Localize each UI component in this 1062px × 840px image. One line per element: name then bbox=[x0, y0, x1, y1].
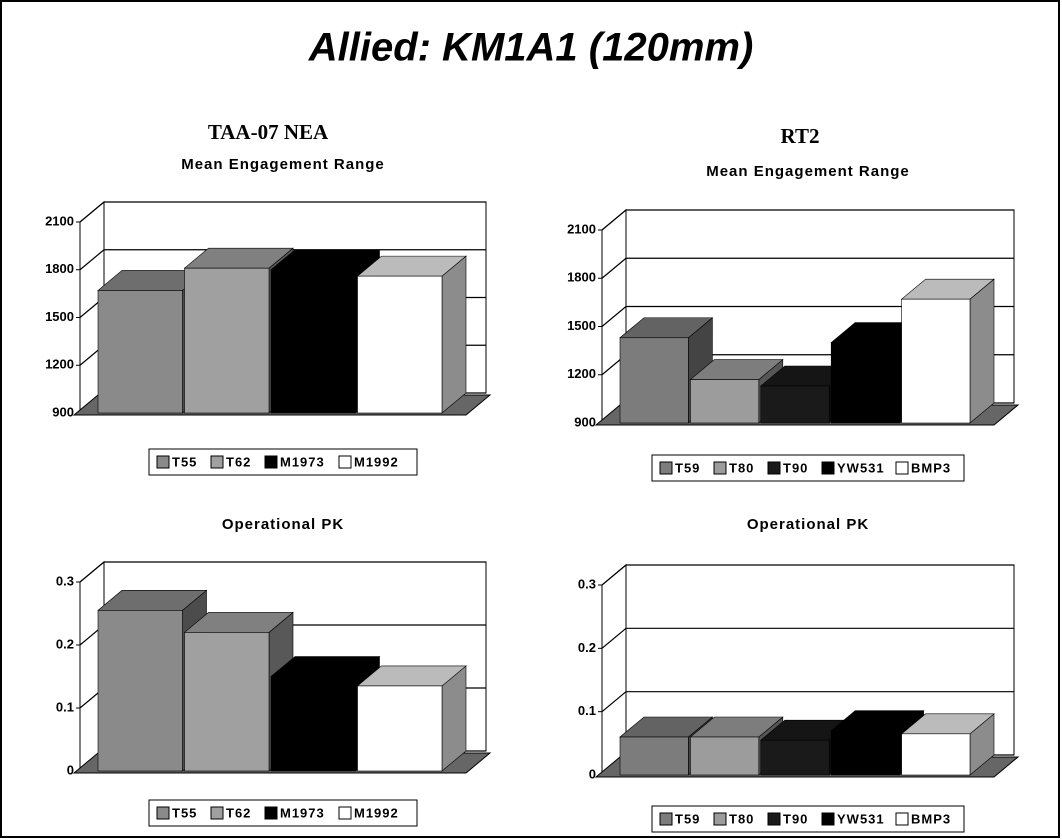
legend-box bbox=[651, 805, 965, 833]
legend-box bbox=[148, 799, 418, 827]
bar-side bbox=[441, 255, 467, 414]
bar bbox=[830, 342, 900, 424]
legend-box bbox=[148, 448, 418, 476]
grid-line bbox=[601, 627, 1014, 649]
legend-swatch bbox=[210, 806, 224, 820]
y-tick-label: 1500 bbox=[45, 309, 74, 324]
y-tick-label: 0.3 bbox=[578, 576, 596, 591]
legend-swatch bbox=[821, 461, 835, 475]
bar bbox=[760, 739, 830, 776]
legend-label: T59 bbox=[675, 460, 700, 475]
legend-label: BMP3 bbox=[911, 811, 951, 826]
bar-side bbox=[969, 278, 995, 424]
legend-swatch bbox=[895, 812, 909, 826]
chart-title: Mean Engagement Range bbox=[706, 163, 910, 180]
bar bbox=[270, 676, 356, 772]
y-tick-label: 1500 bbox=[567, 318, 596, 333]
column-heading: TAA-07 NEA bbox=[208, 120, 329, 144]
grid-line bbox=[601, 209, 1014, 231]
slide-title: Allied: KM1A1 (120mm) bbox=[308, 26, 754, 70]
legend-swatch bbox=[264, 455, 278, 469]
legend-label: T80 bbox=[729, 811, 754, 826]
bar bbox=[97, 610, 183, 772]
legend-swatch bbox=[264, 806, 278, 820]
legend-swatch bbox=[713, 812, 727, 826]
legend-label: T55 bbox=[172, 454, 197, 469]
legend-swatch bbox=[767, 812, 781, 826]
bar bbox=[184, 267, 270, 414]
bar bbox=[619, 736, 689, 776]
legend-label: M1992 bbox=[354, 805, 399, 820]
legend-swatch bbox=[713, 461, 727, 475]
legend-label: M1992 bbox=[354, 454, 399, 469]
bar bbox=[760, 385, 830, 424]
legend-label: T62 bbox=[226, 805, 251, 820]
y-tick-label: 0.2 bbox=[578, 640, 596, 655]
legend-label: T55 bbox=[172, 805, 197, 820]
bar bbox=[690, 379, 760, 424]
legend-label: T90 bbox=[783, 811, 808, 826]
y-tick-label: 1800 bbox=[567, 270, 596, 285]
grid-line bbox=[79, 201, 486, 223]
legend-swatch bbox=[338, 455, 352, 469]
grid-line bbox=[601, 305, 1014, 327]
legend-swatch bbox=[156, 806, 170, 820]
legend-swatch bbox=[210, 455, 224, 469]
legend-label: T90 bbox=[783, 460, 808, 475]
legend-label: YW531 bbox=[837, 811, 885, 826]
y-tick-label: 0.1 bbox=[56, 699, 74, 714]
column-heading: RT2 bbox=[781, 124, 820, 148]
chart-title: Operational PK bbox=[222, 516, 344, 533]
legend-label: BMP3 bbox=[911, 460, 951, 475]
y-tick-label: 900 bbox=[52, 404, 74, 419]
legend-label: T62 bbox=[226, 454, 251, 469]
legend-box bbox=[651, 454, 965, 482]
bar bbox=[184, 632, 270, 772]
grid-line bbox=[601, 257, 1014, 279]
chart-title: Mean Engagement Range bbox=[181, 156, 385, 173]
legend-label: T59 bbox=[675, 811, 700, 826]
y-tick-label: 2100 bbox=[567, 221, 596, 236]
legend-swatch bbox=[659, 812, 673, 826]
y-tick-label: 2100 bbox=[45, 213, 74, 228]
y-tick-label: 1800 bbox=[45, 261, 74, 276]
bar bbox=[357, 685, 443, 772]
legend-swatch bbox=[156, 455, 170, 469]
grid-line bbox=[79, 561, 486, 583]
bar bbox=[97, 290, 183, 414]
legend-swatch bbox=[821, 812, 835, 826]
bar bbox=[357, 275, 443, 414]
bar bbox=[830, 730, 900, 776]
y-tick-label: 0 bbox=[67, 762, 74, 777]
y-tick-label: 1200 bbox=[45, 357, 74, 372]
legend-label: T80 bbox=[729, 460, 754, 475]
legend-label: YW531 bbox=[837, 460, 885, 475]
legend-swatch bbox=[659, 461, 673, 475]
chart-title: Operational PK bbox=[747, 516, 869, 533]
grid-line bbox=[601, 691, 1014, 713]
bar bbox=[901, 733, 971, 776]
legend-label: M1973 bbox=[280, 454, 325, 469]
bar bbox=[619, 337, 689, 424]
bar bbox=[901, 298, 971, 424]
grid-line bbox=[601, 564, 1014, 586]
bar bbox=[270, 269, 356, 414]
y-tick-label: 0 bbox=[589, 766, 596, 781]
y-tick-label: 0.1 bbox=[578, 703, 596, 718]
legend-swatch bbox=[767, 461, 781, 475]
bar bbox=[690, 736, 760, 776]
legend-swatch bbox=[338, 806, 352, 820]
legend-label: M1973 bbox=[280, 805, 325, 820]
y-tick-label: 1200 bbox=[567, 366, 596, 381]
y-tick-label: 900 bbox=[574, 414, 596, 429]
y-tick-label: 0.2 bbox=[56, 636, 74, 651]
legend-swatch bbox=[895, 461, 909, 475]
y-tick-label: 0.3 bbox=[56, 573, 74, 588]
